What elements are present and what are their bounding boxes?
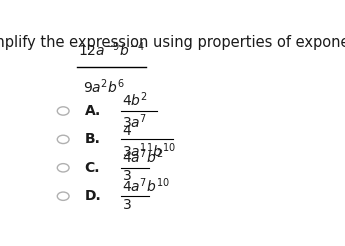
Text: $3a^{7}$: $3a^{7}$ [122,113,147,131]
Text: $4a^{7}b^{10}$: $4a^{7}b^{10}$ [122,176,170,195]
Text: Simplify the expression using properties of exponents.: Simplify the expression using properties… [0,35,345,50]
Text: $9a^{2}b^{6}$: $9a^{2}b^{6}$ [83,78,125,96]
Text: $4a^{7}b^{2}$: $4a^{7}b^{2}$ [122,148,164,166]
Text: $4b^{2}$: $4b^{2}$ [122,91,148,109]
Text: C.: C. [85,161,100,175]
Text: B.: B. [85,132,100,146]
Text: $3a^{11}b^{10}$: $3a^{11}b^{10}$ [122,141,176,160]
Text: $4$: $4$ [122,124,132,138]
Text: $12a^{-9}b^{-4}$: $12a^{-9}b^{-4}$ [78,40,145,59]
Text: D.: D. [85,189,101,203]
Text: A.: A. [85,104,101,118]
Text: $3$: $3$ [122,198,132,212]
Text: $3$: $3$ [122,169,132,184]
